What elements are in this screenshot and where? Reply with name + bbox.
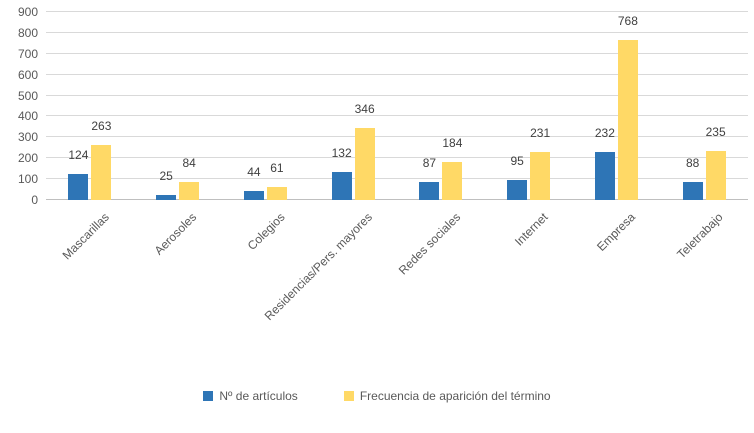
y-tick-label: 900	[17, 5, 38, 19]
data-label: 232	[594, 125, 615, 140]
bar-series-1-internet	[530, 151, 551, 200]
bar-series-1-aerosoles	[179, 182, 200, 200]
y-tick-label: 400	[17, 109, 38, 124]
legend-label: Frecuencia de aparición del término	[359, 389, 551, 403]
bar-series-0-redes-sociales	[419, 181, 440, 200]
legend: Nº de artículos Frecuencia de aparición d…	[0, 389, 754, 403]
plot-area: 124 263 25 84 44 61 132 346 87 184 95 231 232 768 88 23…	[46, 11, 748, 200]
category-label-text: Empresa	[594, 210, 639, 254]
category-label-text: Teletrabajo	[674, 210, 727, 262]
legend-item-0: Nº de artículos	[203, 389, 298, 403]
gridline	[46, 31, 748, 33]
data-label: 25	[159, 168, 173, 183]
bar-series-0-internet	[507, 180, 528, 200]
bar-series-1-empresa	[617, 39, 638, 200]
bar-series-0-colegios	[243, 190, 264, 200]
bar-series-0-aerosoles	[156, 194, 177, 200]
legend-swatch	[203, 391, 214, 401]
data-label: 263	[91, 119, 112, 134]
y-tick-label: 700	[17, 46, 38, 61]
bar-series-1-redes-sociales	[442, 161, 463, 200]
legend-swatch	[343, 391, 354, 401]
y-tick-label: 100	[17, 172, 38, 187]
legend-label: Nº de artículos	[219, 389, 298, 403]
legend-item-1: Frecuencia de aparición del término	[343, 389, 551, 403]
data-label: 44	[247, 164, 261, 179]
y-tick-label: 800	[17, 25, 38, 40]
bar-series-1-residencias-pers-mayores	[354, 127, 375, 200]
data-label: 84	[182, 156, 196, 171]
gridline	[46, 52, 748, 54]
data-label: 184	[442, 135, 463, 150]
data-label: 235	[705, 124, 726, 139]
y-tick-label: 500	[17, 88, 38, 103]
gridline	[46, 94, 748, 96]
y-tick-label: 0	[31, 193, 38, 207]
data-label: 768	[617, 13, 638, 28]
data-label: 88	[685, 155, 700, 170]
y-axis: 0 100 200 300 400 500 600 700 800 900	[0, 5, 38, 207]
y-tick-label: 300	[17, 130, 38, 145]
bar-series-0-residencias-pers-mayores	[331, 172, 352, 200]
y-tick-label: 600	[17, 67, 38, 82]
data-label: 61	[270, 161, 284, 176]
category-label-text: Internet	[511, 210, 551, 249]
data-label: 231	[530, 125, 551, 140]
data-label: 132	[331, 146, 352, 161]
data-label: 124	[68, 148, 89, 163]
x-axis-labels: Mascarillas Aerosoles Colegios Residencias/…	[46, 204, 748, 344]
data-label: 95	[510, 154, 524, 169]
bar-series-1-colegios	[266, 187, 287, 200]
gridline	[46, 11, 748, 12]
category-label-text: Colegios	[244, 210, 288, 253]
category-label-text: Mascarillas	[59, 210, 112, 263]
gridline	[46, 178, 748, 180]
gridline	[46, 73, 748, 75]
y-tick-label: 200	[17, 151, 38, 166]
data-label: 87	[422, 155, 437, 170]
category-label-text: Redes sociales	[395, 210, 463, 278]
gridline	[46, 115, 748, 117]
bar-series-0-mascarillas	[68, 174, 89, 200]
bar-series-1-mascarillas	[91, 145, 112, 200]
gridline	[46, 136, 748, 138]
bar-series-0-teletrabajo	[682, 181, 703, 200]
bar-series-1-teletrabajo	[705, 150, 726, 200]
gridline	[46, 157, 748, 159]
category-label-text: Aerosoles	[151, 210, 200, 258]
x-axis-line	[46, 199, 748, 200]
data-label: 346	[354, 101, 375, 116]
bar-series-0-empresa	[594, 151, 615, 200]
